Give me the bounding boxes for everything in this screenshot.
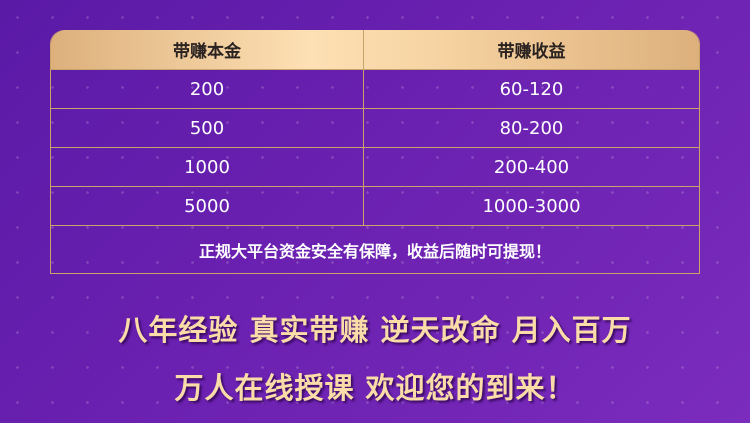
- principal-cell: 500: [189, 117, 225, 139]
- earnings-cell: 60-120: [363, 70, 699, 108]
- slogan-line-2: 万人在线授课 欢迎您的到来！: [174, 371, 576, 405]
- earnings-cell: 200-400: [363, 148, 699, 186]
- earnings-cell: 80-200: [363, 109, 699, 147]
- table-row: 1000 200-400: [51, 147, 699, 186]
- earnings-table: 带赚本金 带赚收益 200 60-120 500 80-200 1000 200-40…: [50, 30, 700, 274]
- earnings-cell: 1000-3000: [363, 187, 699, 225]
- table-note: 正规大平台资金安全有保障，收益后随时可提现！: [51, 225, 699, 273]
- table-row: 5000 1000-3000: [51, 186, 699, 225]
- principal-cell: 5000: [184, 195, 230, 217]
- principal-cell: 200: [189, 78, 225, 100]
- table-row: 500 80-200: [51, 108, 699, 147]
- header-earnings: 带赚收益: [363, 30, 699, 69]
- header-principal: 带赚本金: [173, 42, 241, 62]
- table-header: 带赚本金 带赚收益: [51, 30, 699, 69]
- slogan-line-1: 八年经验 真实带赚 逆天改命 月入百万: [118, 313, 632, 347]
- table-row: 200 60-120: [51, 69, 699, 108]
- principal-cell: 1000: [184, 156, 230, 178]
